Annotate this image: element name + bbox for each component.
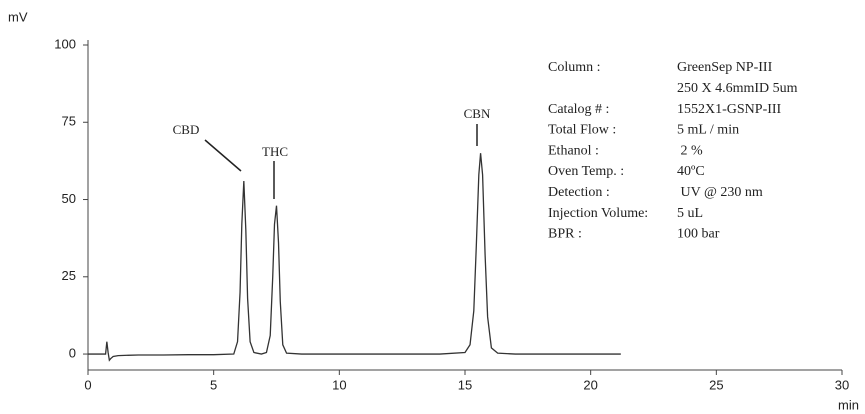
info-label: Oven Temp. : xyxy=(548,164,624,179)
info-value: 5 uL xyxy=(677,206,703,221)
x-tick-label: 20 xyxy=(583,377,597,392)
y-tick-label: 75 xyxy=(62,114,76,129)
info-value: 1552X1-GSNP-III xyxy=(677,102,782,117)
x-tick-label: 10 xyxy=(332,377,346,392)
x-tick-label: 30 xyxy=(835,377,849,392)
info-label: Total Flow : xyxy=(548,123,616,138)
x-tick-label: 15 xyxy=(458,377,472,392)
info-value: 100 bar xyxy=(677,227,720,242)
peak-label: CBD xyxy=(173,122,200,137)
info-value: 250 X 4.6mmID 5um xyxy=(677,81,798,96)
x-tick-label: 0 xyxy=(84,377,91,392)
info-value: UV @ 230 nm xyxy=(677,185,763,200)
peak-label: THC xyxy=(262,144,288,159)
y-tick-label: 50 xyxy=(62,191,76,206)
info-label: Catalog # : xyxy=(548,102,609,117)
info-label: Column : xyxy=(548,60,601,75)
info-value: 2 % xyxy=(677,143,703,158)
y-tick-label: 25 xyxy=(62,268,76,283)
info-value: 5 mL / min xyxy=(677,123,739,138)
info-label: Injection Volume: xyxy=(548,206,648,221)
x-tick-label: 25 xyxy=(709,377,723,392)
y-tick-label: 100 xyxy=(54,36,76,51)
y-axis-label: mV xyxy=(8,9,28,24)
info-value: 40ºC xyxy=(677,164,705,179)
info-label: BPR : xyxy=(548,227,582,242)
y-tick-label: 0 xyxy=(69,345,76,360)
trace xyxy=(88,153,621,362)
peak-leader xyxy=(204,139,242,172)
x-tick-label: 5 xyxy=(210,377,217,392)
info-label: Detection : xyxy=(548,185,610,200)
info-value: GreenSep NP-III xyxy=(677,60,773,75)
x-axis-label: min xyxy=(838,397,859,412)
peak-label: CBN xyxy=(464,106,491,121)
info-label: Ethanol : xyxy=(548,143,599,158)
